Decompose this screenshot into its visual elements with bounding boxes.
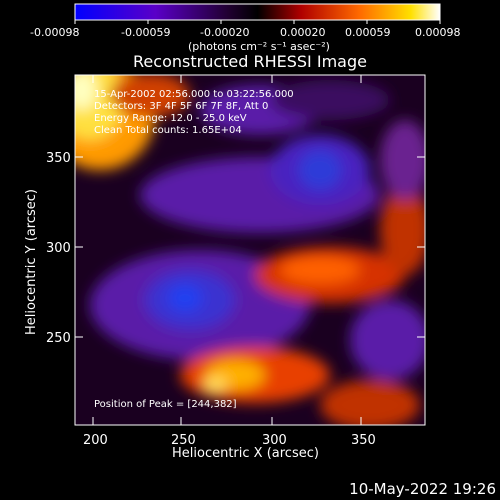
annotation-detectors: Detectors: 3F 4F 5F 6F 7F 8F, Att 0 (94, 101, 268, 112)
colorbar-tick-label: 0.00020 (280, 26, 326, 39)
x-tick-label: 350 (351, 433, 376, 448)
y-tick-label: 350 (46, 151, 71, 166)
colorbar-tick-label: -0.00020 (200, 26, 249, 39)
colorbar-tick-label: -0.00098 (30, 26, 79, 39)
plot-frame (74, 74, 426, 426)
x-tick-label: 200 (83, 433, 108, 448)
colorbar-tick-label: 0.00059 (345, 26, 391, 39)
y-axis-label: Heliocentric Y (arcsec) (24, 189, 39, 335)
image-title: Reconstructed RHESSI Image (133, 52, 367, 71)
colorbar: -0.00098 -0.00059 -0.00020 0.00020 0.000… (30, 3, 461, 53)
colorbar-gradient (74, 3, 441, 21)
colorbar-units: (photons cm⁻² s⁻¹ asec⁻²) (188, 40, 330, 53)
x-tick-label: 250 (171, 433, 196, 448)
colorbar-tick-label: 0.00098 (415, 26, 461, 39)
y-tick-label: 300 (46, 241, 71, 256)
annotation-energy-range: Energy Range: 12.0 - 25.0 keV (94, 113, 247, 124)
annotation-peak-position: Position of Peak = [244,382] (94, 399, 237, 410)
annotation-time-range: 15-Apr-2002 02:56.000 to 03:22:56.000 (94, 89, 294, 100)
x-axis-label: Heliocentric X (arcsec) (172, 446, 319, 461)
colorbar-tick-label: -0.00059 (121, 26, 170, 39)
footer-timestamp: 10-May-2022 19:26 (349, 480, 496, 498)
y-tick-label: 250 (46, 331, 71, 346)
x-tick-label: 300 (262, 433, 287, 448)
annotation-clean-counts: Clean Total counts: 1.65E+04 (94, 125, 242, 136)
